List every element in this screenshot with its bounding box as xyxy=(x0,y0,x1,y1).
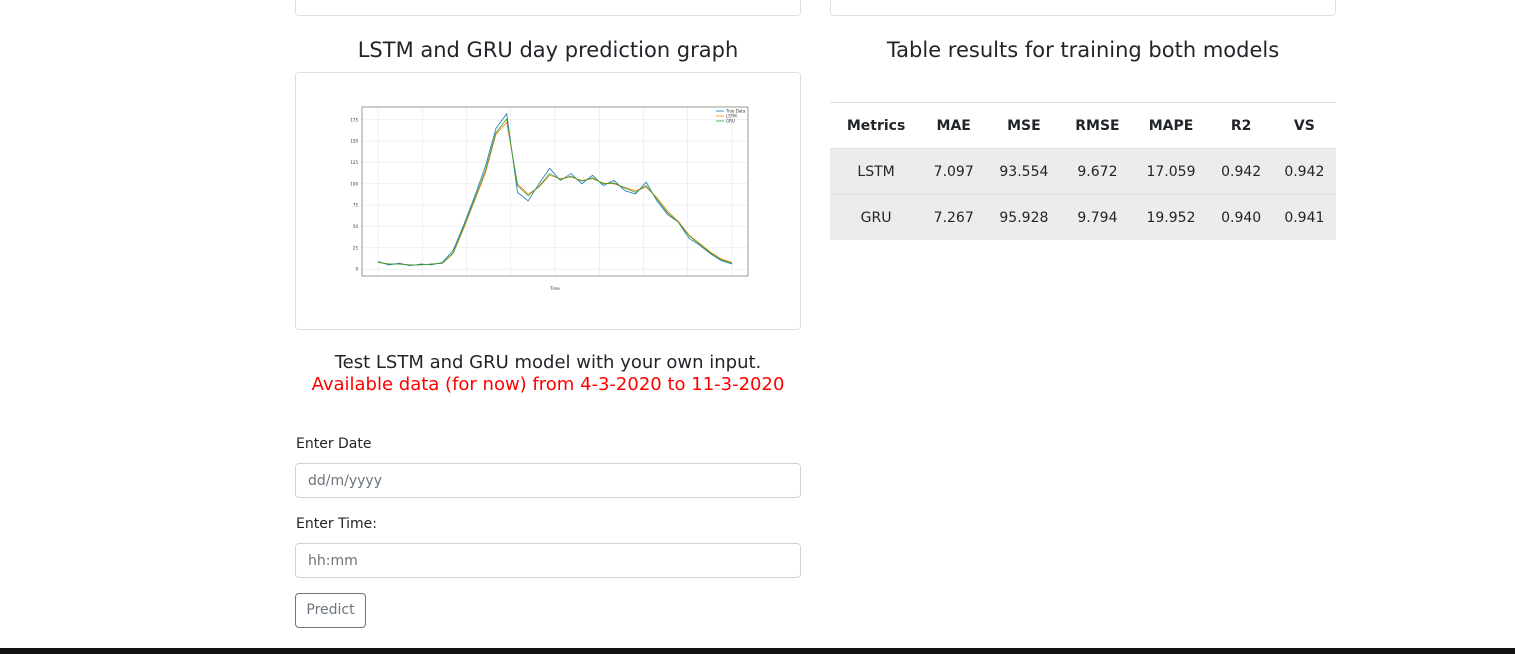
y-tick-label: 100 xyxy=(350,181,358,186)
note: Available data (for now) from 4-3-2020 t… xyxy=(311,374,785,395)
legend-label: LSTM xyxy=(726,114,737,119)
header-cell: MSE xyxy=(985,102,1063,149)
placeholder: dd/m/yyyy xyxy=(308,473,382,489)
y-tick-label: 75 xyxy=(353,203,359,208)
cell: 9.794 xyxy=(1062,194,1133,240)
cell: 93.554 xyxy=(985,148,1063,195)
y-tick-label: 0 xyxy=(355,267,358,272)
card-top xyxy=(830,0,1336,16)
cell: LSTM xyxy=(830,148,923,195)
row: LSTM 7.097 93.554 9.672 17.059 0.942 0.942 xyxy=(830,148,1336,195)
graph-title: LSTM and GRU day prediction graph xyxy=(357,38,739,62)
cell: 0.941 xyxy=(1272,194,1336,240)
cell: GRU xyxy=(830,194,923,240)
y-tick-label: 150 xyxy=(350,139,358,144)
header-cell: MAE xyxy=(922,102,986,149)
table-title: Table results for training both models xyxy=(886,38,1280,62)
legend-label: True Data xyxy=(725,109,746,114)
label: Enter Time: xyxy=(296,516,378,532)
y-tick-label: 25 xyxy=(353,245,359,250)
results-table: Metrics MAE MSE RMSE MAPE R2 VS LSTM 7.097 93.554… xyxy=(830,102,1336,240)
header-cell: R2 xyxy=(1209,102,1273,149)
placeholder: hh:mm xyxy=(308,553,358,569)
cell: 95.928 xyxy=(985,194,1063,240)
cell: 0.942 xyxy=(1272,148,1336,195)
predict-button[interactable]: Predict xyxy=(295,593,366,628)
row: GRU 7.267 95.928 9.794 19.952 0.940 0.941 xyxy=(830,194,1336,240)
header-cell: MAPE xyxy=(1132,102,1210,149)
y-tick-label: 175 xyxy=(350,117,358,122)
heading: Test LSTM and GRU model with your own in… xyxy=(334,352,762,373)
card-top xyxy=(295,0,801,16)
cell: 17.059 xyxy=(1132,148,1210,195)
cell: 7.267 xyxy=(922,194,986,240)
header-cell: VS xyxy=(1272,102,1336,149)
cell: 0.942 xyxy=(1209,148,1273,195)
cell: 7.097 xyxy=(922,148,986,195)
cell: 9.672 xyxy=(1062,148,1133,195)
graph-card: 0 25 50 75 100 125 150 175 Time True Data LSTM GRU xyxy=(295,72,801,330)
x-axis-label: Time xyxy=(549,286,560,291)
date-input[interactable]: dd/m/yyyy xyxy=(295,463,801,498)
time-input[interactable]: hh:mm xyxy=(295,543,801,578)
label: Enter Date xyxy=(296,436,372,452)
cell: 0.940 xyxy=(1209,194,1273,240)
y-tick-label: 125 xyxy=(350,160,358,165)
header-cell: RMSE xyxy=(1062,102,1133,149)
form-heading: Test LSTM and GRU model with your own in… xyxy=(295,352,801,396)
series-line xyxy=(377,117,733,266)
plot-frame xyxy=(361,106,749,277)
header-cell: Metrics xyxy=(830,102,923,149)
y-tick-label: 50 xyxy=(353,224,359,229)
cell: 19.952 xyxy=(1132,194,1210,240)
legend-label: GRU xyxy=(726,119,735,124)
taskbar xyxy=(0,648,1515,654)
